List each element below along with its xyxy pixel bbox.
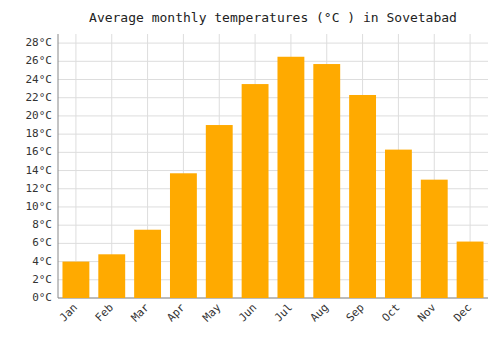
y-grid-line: [58, 97, 488, 98]
bar: [313, 64, 340, 298]
y-grid-line: [58, 170, 488, 171]
bar: [421, 180, 448, 298]
y-grid-line: [58, 61, 488, 62]
y-tick-label: 12°C: [26, 182, 53, 195]
bar: [349, 95, 376, 298]
x-tick-label: Sep: [344, 301, 367, 324]
y-tick-label: 4°C: [32, 255, 52, 268]
y-tick-label: 16°C: [26, 145, 53, 158]
y-grid-line: [58, 152, 488, 153]
y-tick-label: 2°C: [32, 273, 52, 286]
y-axis-line: [58, 34, 59, 298]
x-tick-label: Aug: [308, 301, 331, 324]
x-grid-line: [75, 34, 76, 298]
bar: [134, 230, 161, 298]
y-tick-label: 18°C: [26, 127, 53, 140]
y-tick-label: 28°C: [26, 36, 53, 49]
chart: 0°C 2°C 4°C 6°C 8°C 10°C 12°C 14°C 16°C 18°C 20°C 2…: [0, 0, 500, 350]
bar: [277, 57, 304, 298]
x-tick-label: Feb: [93, 301, 116, 324]
bar: [170, 173, 197, 298]
bar: [62, 262, 89, 298]
page: {"chart_data": {"type": "bar", "title": …: [0, 0, 500, 350]
grid: [58, 34, 488, 298]
bar: [385, 150, 412, 298]
x-tick-label: Jun: [236, 301, 259, 324]
y-tick-label: 0°C: [32, 291, 52, 304]
y-grid-line: [58, 134, 488, 135]
y-tick-label: 26°C: [26, 54, 53, 67]
y-tick-label: 24°C: [26, 73, 53, 86]
x-tick-label: Dec: [451, 301, 474, 324]
y-tick-label: 14°C: [26, 164, 53, 177]
x-tick-label: Jan: [57, 301, 80, 324]
bar: [206, 125, 233, 298]
y-grid-line: [58, 115, 488, 116]
y-tick-label: 20°C: [26, 109, 53, 122]
bar: [98, 254, 125, 298]
y-tick-label: 10°C: [26, 200, 53, 213]
title: Average monthly temperatures (°C ) in So…: [89, 10, 457, 25]
y-tick-label: 6°C: [32, 236, 52, 249]
axes: 0°C 2°C 4°C 6°C 8°C 10°C 12°C 14°C 16°C 18°C 20°C 2…: [26, 34, 489, 324]
y-grid-line: [58, 79, 488, 80]
x-tick-label: Nov: [415, 301, 439, 325]
y-tick-label: 22°C: [26, 91, 53, 104]
y-grid-line: [58, 43, 488, 44]
x-tick-label: Jul: [272, 301, 295, 324]
bars: [62, 57, 483, 298]
x-tick-label: Mar: [129, 301, 153, 325]
x-tick-label: Oct: [379, 301, 402, 324]
bar: [242, 84, 269, 298]
bar: [457, 242, 484, 298]
x-tick-label: Apr: [164, 301, 188, 325]
x-tick-label: May: [200, 301, 224, 325]
y-tick-label: 8°C: [32, 218, 52, 231]
